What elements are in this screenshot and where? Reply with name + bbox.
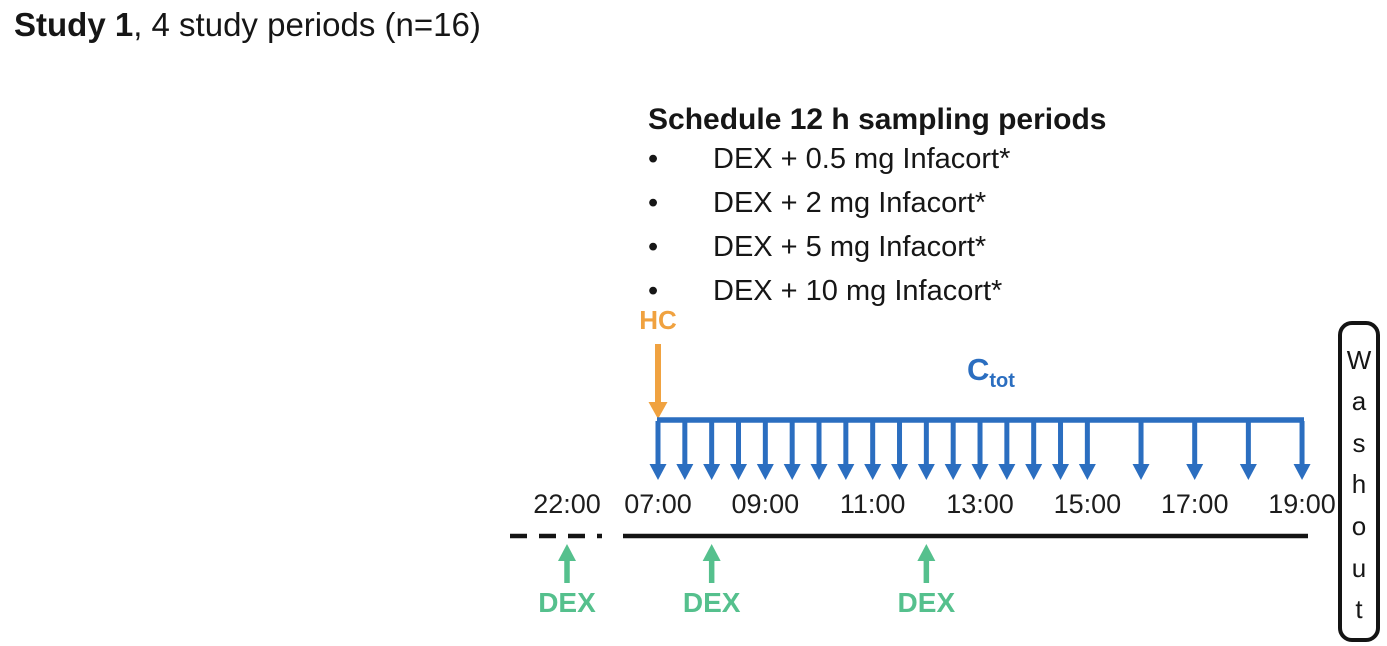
washout-letter: t (1355, 594, 1363, 625)
time-tick-label: 11:00 (839, 489, 906, 519)
sample-arrow-icon (971, 421, 989, 480)
sample-arrow-icon (917, 421, 935, 480)
schedule-item-text: DEX + 5 mg Infacort* (713, 231, 987, 263)
dex-labels: DEX DEX DEX (0, 587, 1387, 619)
sample-arrow-icon (649, 421, 667, 480)
washout-letter: a (1351, 386, 1367, 417)
schedule-list: • DEX + 0.5 mg Infacort* • DEX + 2 mg Infac… (648, 143, 1010, 319)
sample-arrow-icon (676, 421, 694, 480)
dex-arrow-icon (917, 544, 936, 583)
sample-arrow-icon (837, 421, 855, 480)
schedule-item: • DEX + 0.5 mg Infacort* (648, 143, 1010, 187)
dex-arrow-icon (702, 544, 721, 583)
sample-arrow-icon (1078, 421, 1096, 480)
sample-arrow-icon (864, 421, 882, 480)
bullet-icon: • (648, 275, 659, 307)
schedule-item-text: DEX + 2 mg Infacort* (713, 187, 987, 219)
bullet-icon: • (648, 187, 659, 219)
time-tick-label: 09:00 (731, 489, 800, 519)
page-title-study: Study 1 (14, 6, 134, 43)
sample-arrow-icon (783, 421, 801, 480)
time-tick-label: 19:00 (1268, 489, 1336, 519)
washout-letter: u (1351, 552, 1367, 583)
hc-label: HC (639, 305, 677, 335)
time-axis-labels: 22:00 07:00 09:00 11:00 13:00 15:00 17:00 19:00 (0, 489, 1387, 519)
time-tick-label: 13:00 (946, 489, 1014, 519)
schedule-item: • DEX + 10 mg Infacort* (648, 275, 1010, 319)
dex-arrow-icon (558, 544, 576, 583)
sample-arrow-icon (944, 421, 962, 480)
dex-label: DEX (538, 587, 596, 618)
time-tick-label: 15:00 (1053, 489, 1122, 519)
schedule-item: • DEX + 2 mg Infacort* (648, 187, 1010, 231)
dex-label: DEX (897, 587, 956, 618)
page-title-rest: , 4 study periods (n=16) (133, 6, 481, 43)
washout-letter: h (1351, 469, 1367, 500)
washout-letter: s (1352, 427, 1366, 458)
sample-arrow-icon (1052, 421, 1070, 480)
ctot-subscript: tot (989, 370, 1015, 393)
sample-arrow-icon (1293, 421, 1311, 480)
sample-arrow-icon (998, 421, 1016, 480)
sample-arrow-icon (810, 421, 828, 480)
schedule-item: • DEX + 5 mg Infacort* (648, 231, 1010, 275)
ctot-label: Ctot (967, 352, 1015, 393)
sample-arrow-icon (1132, 421, 1150, 480)
schedule-item-text: DEX + 10 mg Infacort* (713, 275, 1003, 307)
dex-arrows (558, 544, 936, 583)
bullet-icon: • (648, 143, 659, 175)
hc-arrow-icon (648, 344, 668, 419)
sample-arrow-icon (1025, 421, 1043, 480)
sampling-arrows (649, 421, 1311, 480)
bullet-icon: • (648, 231, 659, 263)
dex-label: DEX (682, 587, 741, 618)
time-tick-label: 07:00 (624, 489, 692, 519)
sample-arrow-icon (756, 421, 774, 480)
sample-arrow-icon (1239, 421, 1257, 480)
sample-arrow-icon (730, 421, 748, 480)
schedule-item-text: DEX + 0.5 mg Infacort* (713, 143, 1011, 175)
page-title: Study 1, 4 study periods (n=16) (14, 6, 481, 44)
ctot-main: C (967, 352, 990, 387)
washout-letter: o (1351, 511, 1367, 542)
washout-letter: W (1346, 344, 1372, 375)
sample-arrow-icon (703, 421, 721, 480)
time-tick-label: 17:00 (1160, 489, 1229, 519)
time-tick-label: 22:00 (533, 489, 601, 519)
sample-arrow-icon (1186, 421, 1204, 480)
schedule-heading: Schedule 12 h sampling periods (648, 103, 1107, 136)
sample-arrow-icon (891, 421, 909, 480)
